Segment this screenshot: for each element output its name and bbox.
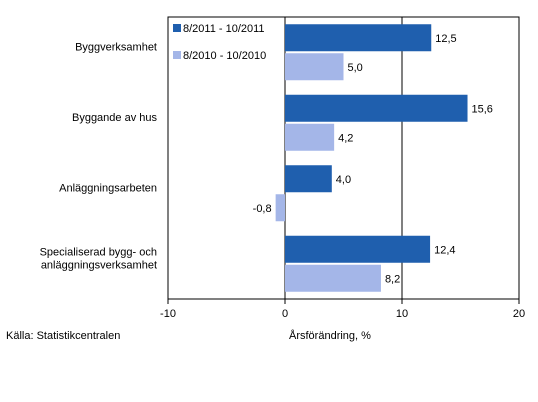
bar-2010-3 [285, 264, 381, 292]
category-label: Byggverksamhet [75, 41, 157, 53]
legend-swatch-2011 [173, 24, 181, 32]
category-labels: Byggverksamhet Byggande av hus Anläggnings… [40, 41, 158, 271]
bar-2010-0 [285, 53, 344, 81]
source-note: Källa: Statistikcentralen [6, 330, 120, 342]
legend-label-2010: 8/2010 - 10/2010 [183, 50, 266, 62]
legend: 8/2011 - 10/2011 8/2010 - 10/2010 [173, 23, 266, 62]
value-label-2010-0: 5,0 [348, 62, 363, 74]
x-tick-label: 0 [282, 308, 288, 320]
category-label: Byggande av hus [72, 112, 158, 124]
bar-2011-0 [285, 24, 432, 52]
bar-2011-3 [285, 235, 431, 263]
x-axis-ticks: -10 0 10 20 [160, 299, 525, 320]
legend-swatch-2010 [173, 51, 181, 59]
x-tick-label: -10 [160, 308, 176, 320]
value-label-2010-1: 4,2 [338, 132, 353, 144]
category-label: Specialiserad bygg- och [40, 246, 157, 258]
category-label: anläggningsverksamhet [41, 259, 157, 271]
value-label-2011-3: 12,4 [434, 244, 455, 256]
value-label-2011-0: 12,5 [435, 33, 456, 45]
value-label-2010-2: -0,8 [253, 203, 272, 215]
bar-2011-1 [285, 94, 468, 122]
value-label-2011-1: 15,6 [472, 103, 493, 115]
bar-2011-2 [285, 165, 332, 193]
bar-2010-2 [275, 194, 285, 222]
category-label: Anläggningsarbeten [59, 182, 157, 194]
bars [275, 24, 468, 292]
x-tick-label: 20 [513, 308, 525, 320]
bar-2010-1 [285, 123, 335, 151]
value-label-2010-3: 8,2 [385, 273, 400, 285]
plot-area-frame [167, 16, 520, 300]
x-tick-label: 10 [396, 308, 408, 320]
value-labels: 12,5 5,0 15,6 4,2 4,0 -0,8 12,4 8,2 [253, 33, 493, 286]
legend-label-2011: 8/2011 - 10/2011 [183, 23, 265, 35]
x-axis-title: Årsförändring, % [289, 329, 371, 342]
value-label-2011-2: 4,0 [336, 174, 351, 186]
